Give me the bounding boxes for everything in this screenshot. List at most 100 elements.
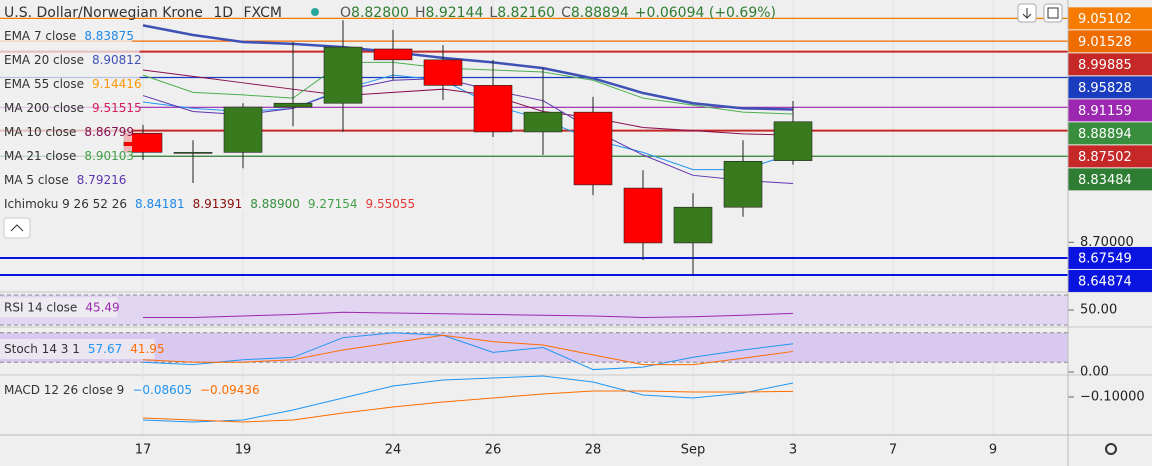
- candle-body: [523, 111, 563, 133]
- candle-body: [173, 152, 213, 154]
- legend-value: 8.86799: [84, 125, 134, 139]
- legend-entry: EMA 20 close 8.90812: [4, 53, 142, 67]
- indicator-line: [142, 332, 794, 371]
- x-tick-label: 19: [235, 443, 252, 458]
- band: [0, 294, 1068, 325]
- legend-bg: [0, 380, 250, 400]
- ohlc-value: 8.92144: [425, 5, 483, 21]
- legend-entry: MA 10 close 8.86799: [4, 125, 134, 139]
- ohlc-key: C: [561, 5, 571, 21]
- price-label: 8.99885: [1078, 58, 1132, 73]
- candle-body: [773, 121, 813, 161]
- legend-value: 8.90812: [92, 53, 142, 67]
- candle-body: [223, 106, 263, 153]
- legend-name: MA 10 close: [4, 125, 76, 139]
- price-label: 8.83484: [1078, 173, 1132, 188]
- candle-body: [123, 132, 163, 153]
- indicator-line: [142, 24, 794, 111]
- ohlc-key: H: [415, 5, 426, 21]
- candle-body: [473, 85, 513, 133]
- icon: [10, 224, 24, 232]
- candle-body: [323, 46, 363, 104]
- legend-entry: EMA 7 close 8.83875: [4, 29, 134, 43]
- header: U.S. Dollar/Norwegian Krone 1D FXCM: [4, 5, 282, 21]
- indicator-line: [142, 334, 794, 366]
- candle-body: [673, 206, 713, 244]
- x-tick-label: 24: [385, 443, 402, 458]
- legend-bg: [0, 26, 132, 46]
- candle-body: [273, 102, 313, 108]
- toolbar[interactable]: [1017, 3, 1063, 23]
- price-label: 8.88894: [1078, 127, 1132, 142]
- legend-entry: MACD 12 26 close 9 −0.08605 −0.09436: [4, 383, 260, 397]
- x-tick-label: 9: [989, 443, 997, 458]
- price-label: 9.01528: [1078, 35, 1132, 50]
- legend-name: EMA 55 close: [4, 77, 84, 91]
- gear-icon[interactable]: [1105, 443, 1117, 455]
- legend-bg: [0, 297, 118, 318]
- legend-value: 8.88900: [250, 197, 300, 211]
- price-label: 8.95828: [1078, 81, 1132, 96]
- legend-value: 9.51515: [92, 101, 142, 115]
- legend-value: −0.08605: [132, 383, 192, 397]
- legend-bg: [0, 98, 140, 118]
- legend-bg: [0, 74, 140, 94]
- overlay: 9.05102 9.01528 8.99885 8.95828 8.91159 8.888…: [0, 7, 1152, 400]
- grid: [0, 0, 1152, 435]
- price-label: 8.91159: [1078, 104, 1132, 119]
- x-tick-label: Sep: [681, 443, 706, 458]
- change: +0.06094 (+0.69%): [635, 5, 776, 21]
- legend-value: 8.83875: [84, 29, 134, 43]
- price-label: 8.64874: [1078, 274, 1132, 289]
- candle-body: [723, 160, 763, 208]
- legend-value: 8.84181: [135, 197, 185, 211]
- indicator-line: [142, 61, 794, 115]
- collapse-button[interactable]: [3, 217, 31, 239]
- pane-title: MACD 12 26 close 9: [4, 383, 124, 397]
- price-bubble: [1068, 53, 1152, 76]
- y-tick-label: 8.70000: [1080, 235, 1134, 250]
- price-bubble: [1068, 145, 1152, 168]
- pane-title: RSI 14 close: [4, 300, 77, 314]
- legend-name: MA 200 close: [4, 101, 84, 115]
- indicator-line: [142, 375, 794, 423]
- band: [0, 332, 1068, 363]
- legend-value: −0.09436: [200, 383, 260, 397]
- legend-bg: [0, 146, 132, 166]
- y-tick-label: 50.00: [1080, 302, 1117, 317]
- legend-name: EMA 7 close: [4, 29, 76, 43]
- candle-body: [573, 111, 613, 186]
- plot: [123, 20, 813, 423]
- pane-title: Stoch 14 3 1: [4, 342, 80, 356]
- candle-body: [423, 59, 463, 86]
- price-label: 8.87502: [1078, 150, 1132, 165]
- ohlc: O8.82800 H8.92144 L8.82160 C8.88894 +0.06094…: [340, 5, 776, 21]
- legend-entry: MA 5 close 8.79216: [4, 173, 126, 187]
- button[interactable]: [1043, 3, 1063, 23]
- legend-bg: [0, 122, 132, 142]
- icon: [1022, 8, 1032, 19]
- indicator-line: [142, 69, 794, 136]
- ohlc-key: L: [489, 5, 497, 21]
- price-bubble: [1068, 246, 1152, 269]
- legend-bg: [0, 339, 155, 359]
- candle-body: [373, 48, 413, 61]
- price-bubble: [1068, 30, 1152, 53]
- legend-value: 9.55055: [366, 197, 416, 211]
- indicator-line: [143, 311, 794, 318]
- legend-value: 9.27154: [308, 197, 358, 211]
- symbol: U.S. Dollar/Norwegian Krone: [4, 5, 203, 21]
- legend-entry: Stoch 14 3 1 57.67 41.95: [4, 342, 165, 356]
- legend-name: MA 21 close: [4, 149, 76, 163]
- legend-name: EMA 20 close: [4, 53, 84, 67]
- x-tick-label: 26: [485, 443, 502, 458]
- legend-value: 8.79216: [77, 173, 127, 187]
- x-tick-label: 28: [585, 443, 602, 458]
- x-tick-label: 17: [135, 443, 152, 458]
- ohlc-value: 8.82800: [351, 5, 409, 21]
- legend-bg: [0, 194, 382, 214]
- y-tick-label: −0.10000: [1080, 390, 1145, 405]
- legend-entry: EMA 55 close 9.14416: [4, 77, 142, 91]
- settings[interactable]: [1105, 443, 1117, 455]
- ohlc-value: 8.88894: [571, 5, 629, 21]
